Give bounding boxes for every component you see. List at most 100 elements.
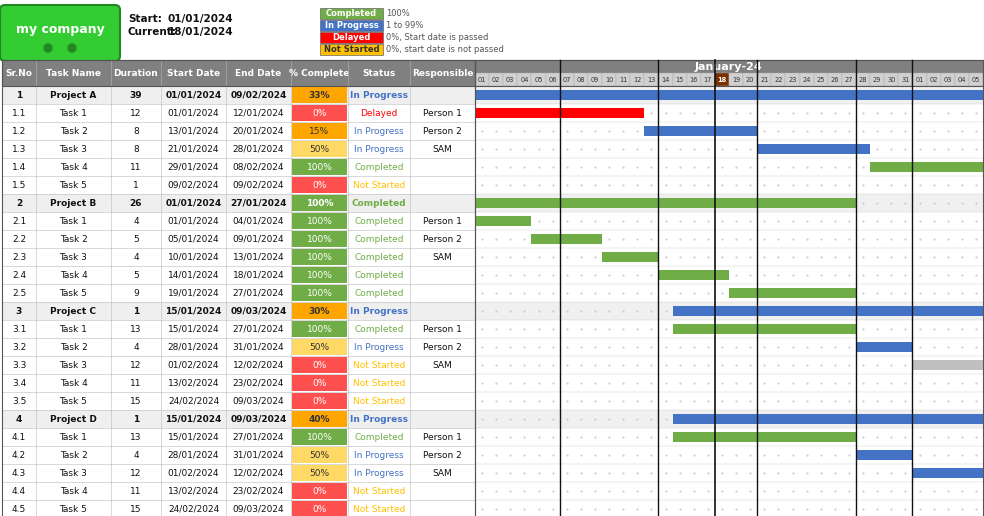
Text: Task 3: Task 3	[60, 361, 88, 369]
Bar	[2, 338, 475, 356]
Bar	[2, 410, 475, 428]
Text: Delayed: Delayed	[333, 33, 371, 42]
Bar	[842, 73, 856, 86]
Bar	[2, 482, 475, 500]
Text: 30: 30	[888, 76, 895, 83]
Text: 16: 16	[690, 76, 698, 83]
Text: Task Name: Task Name	[46, 69, 101, 77]
Bar	[2, 104, 475, 122]
Bar	[2, 500, 475, 516]
Text: 4.5: 4.5	[12, 505, 27, 513]
Bar	[475, 446, 983, 464]
Text: Task 1: Task 1	[60, 217, 88, 225]
Bar	[475, 320, 983, 338]
Text: 4.2: 4.2	[12, 450, 26, 460]
Bar	[475, 374, 983, 392]
Text: my company: my company	[16, 24, 104, 37]
Bar	[489, 73, 503, 86]
Bar	[475, 158, 983, 176]
Text: 19/01/2024: 19/01/2024	[167, 288, 219, 298]
Text: 1 to 99%: 1 to 99%	[386, 21, 423, 30]
Bar	[292, 231, 347, 247]
Text: 08/02/2024: 08/02/2024	[233, 163, 284, 171]
Text: 4.4: 4.4	[12, 487, 26, 495]
Bar	[758, 143, 870, 154]
FancyBboxPatch shape	[0, 5, 120, 61]
Bar	[800, 73, 814, 86]
Bar	[715, 73, 729, 86]
Text: Completed: Completed	[354, 288, 403, 298]
Bar	[785, 73, 800, 86]
Text: 21/01/2024: 21/01/2024	[167, 144, 219, 153]
Text: 18/01/2024: 18/01/2024	[168, 27, 233, 37]
Bar	[475, 248, 983, 266]
Text: Task 1: Task 1	[60, 108, 88, 118]
Bar	[645, 125, 758, 136]
Text: 15/01/2024: 15/01/2024	[167, 432, 219, 442]
Text: 02: 02	[929, 76, 938, 83]
Text: Task 4: Task 4	[60, 379, 88, 388]
Text: In Progress: In Progress	[354, 144, 403, 153]
Text: 09/03/2024: 09/03/2024	[230, 307, 286, 315]
Bar	[828, 73, 842, 86]
Bar	[2, 230, 475, 248]
Bar	[2, 86, 475, 104]
Text: 8: 8	[133, 144, 139, 153]
Text: Task 4: Task 4	[60, 163, 88, 171]
Bar	[475, 284, 983, 302]
Text: 01/02/2024: 01/02/2024	[167, 469, 219, 477]
Bar	[475, 176, 983, 194]
Text: 50%: 50%	[309, 469, 330, 477]
Bar	[292, 141, 347, 157]
Text: 28/01/2024: 28/01/2024	[233, 144, 284, 153]
Bar	[771, 73, 785, 86]
Bar	[729, 287, 856, 298]
Text: 1: 1	[133, 307, 139, 315]
Bar	[2, 392, 475, 410]
Text: 0%: 0%	[312, 181, 327, 189]
Text: Project D: Project D	[50, 414, 97, 424]
Bar	[475, 338, 983, 356]
Bar	[2, 356, 475, 374]
Text: 12/02/2024: 12/02/2024	[233, 469, 284, 477]
Text: 09/02/2024: 09/02/2024	[233, 181, 284, 189]
Text: 3.2: 3.2	[12, 343, 27, 351]
Text: Task 3: Task 3	[60, 469, 88, 477]
Bar	[531, 234, 602, 245]
Text: 0%: 0%	[312, 361, 327, 369]
Bar	[292, 285, 347, 301]
Bar	[545, 73, 560, 86]
Bar	[2, 428, 475, 446]
Text: Project C: Project C	[50, 307, 96, 315]
Text: 08: 08	[577, 76, 585, 83]
Text: 100%: 100%	[307, 163, 333, 171]
Text: Person 2: Person 2	[423, 343, 461, 351]
Bar	[2, 374, 475, 392]
Text: 01/01/2024: 01/01/2024	[165, 199, 221, 207]
Text: Person 2: Person 2	[423, 126, 461, 136]
Bar	[2, 248, 475, 266]
Bar	[814, 73, 828, 86]
Text: In Progress: In Progress	[354, 450, 403, 460]
Text: 01/01/2024: 01/01/2024	[167, 217, 219, 225]
Bar	[292, 357, 347, 373]
Text: 27/01/2024: 27/01/2024	[233, 288, 284, 298]
Text: 5: 5	[133, 234, 139, 244]
Bar	[743, 73, 758, 86]
Text: Completed: Completed	[354, 270, 403, 280]
Text: Project A: Project A	[50, 90, 96, 100]
Text: 3.4: 3.4	[12, 379, 27, 388]
Bar	[2, 60, 475, 86]
Text: Person 2: Person 2	[423, 450, 461, 460]
Text: Not Started: Not Started	[353, 379, 405, 388]
Text: Task 1: Task 1	[60, 432, 88, 442]
Text: 15: 15	[130, 396, 142, 406]
Bar	[616, 73, 630, 86]
Text: 12: 12	[633, 76, 642, 83]
Bar	[475, 212, 983, 230]
Bar	[2, 194, 475, 212]
Bar	[672, 324, 856, 334]
Text: 13: 13	[130, 325, 142, 333]
Bar	[475, 122, 983, 140]
Text: Status: Status	[362, 69, 396, 77]
